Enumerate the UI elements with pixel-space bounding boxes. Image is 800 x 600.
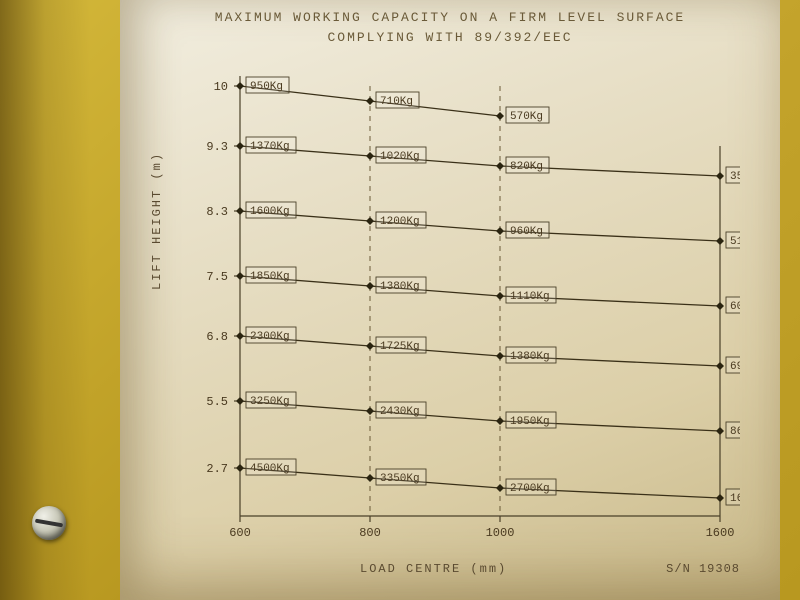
chart-title: MAXIMUM WORKING CAPACITY ON A FIRM LEVEL… [120,8,780,47]
svg-text:960Kg: 960Kg [510,226,543,238]
svg-text:2.7: 2.7 [206,462,228,476]
svg-text:3350Kg: 3350Kg [380,473,420,485]
svg-text:7.5: 7.5 [206,270,228,284]
svg-text:4500Kg: 4500Kg [250,463,290,475]
svg-text:1200Kg: 1200Kg [380,216,420,228]
svg-text:820Kg: 820Kg [510,161,543,173]
svg-text:1380Kg: 1380Kg [510,351,550,363]
svg-text:690Kg: 690Kg [730,361,740,373]
svg-text:1370Kg: 1370Kg [250,141,290,153]
svg-text:9.3: 9.3 [206,140,228,154]
screw-slot [35,519,63,528]
serial-value: 19308 [699,562,740,576]
svg-text:1680Kg: 1680Kg [730,493,740,505]
svg-text:950Kg: 950Kg [250,81,283,93]
svg-text:1600: 1600 [706,526,735,540]
svg-text:2300Kg: 2300Kg [250,331,290,343]
svg-text:5.5: 5.5 [206,395,228,409]
svg-text:10: 10 [214,80,228,94]
svg-text:350Kg: 350Kg [730,171,740,183]
load-chart-plate: MAXIMUM WORKING CAPACITY ON A FIRM LEVEL… [120,0,780,600]
svg-text:570Kg: 570Kg [510,111,543,123]
svg-text:1020Kg: 1020Kg [380,151,420,163]
svg-text:2700Kg: 2700Kg [510,483,550,495]
serial-number: S/N 19308 [666,562,740,576]
svg-text:1110Kg: 1110Kg [510,291,550,303]
title-line-1: MAXIMUM WORKING CAPACITY ON A FIRM LEVEL… [215,10,685,25]
title-line-2: COMPLYING WITH 89/392/EEC [327,30,572,45]
serial-label: S/N [666,562,691,576]
svg-text:1950Kg: 1950Kg [510,416,550,428]
chart-svg: 600 800 1000 1600 10 950Kg 710Kg 570Kg 9.3 1370Kg… [200,76,740,546]
svg-text:600Kg: 600Kg [730,301,740,313]
svg-text:1380Kg: 1380Kg [380,281,420,293]
svg-text:1000: 1000 [486,526,515,540]
svg-text:1600Kg: 1600Kg [250,206,290,218]
y-axis-label: LIFT HEIGHT (m) [150,152,164,290]
svg-text:6.8: 6.8 [206,330,228,344]
svg-text:510Kg: 510Kg [730,236,740,248]
svg-text:8.3: 8.3 [206,205,228,219]
svg-text:1850Kg: 1850Kg [250,271,290,283]
x-axis-label: LOAD CENTRE (mm) [360,562,507,576]
screw-fastener [32,506,66,540]
svg-text:2430Kg: 2430Kg [380,406,420,418]
svg-text:860Kg: 860Kg [730,426,740,438]
svg-text:800: 800 [359,526,381,540]
chart-area: 600 800 1000 1600 10 950Kg 710Kg 570Kg 9.3 1370Kg… [200,76,740,546]
svg-text:3250Kg: 3250Kg [250,396,290,408]
svg-text:600: 600 [229,526,251,540]
svg-text:1725Kg: 1725Kg [380,341,420,353]
svg-text:710Kg: 710Kg [380,96,413,108]
